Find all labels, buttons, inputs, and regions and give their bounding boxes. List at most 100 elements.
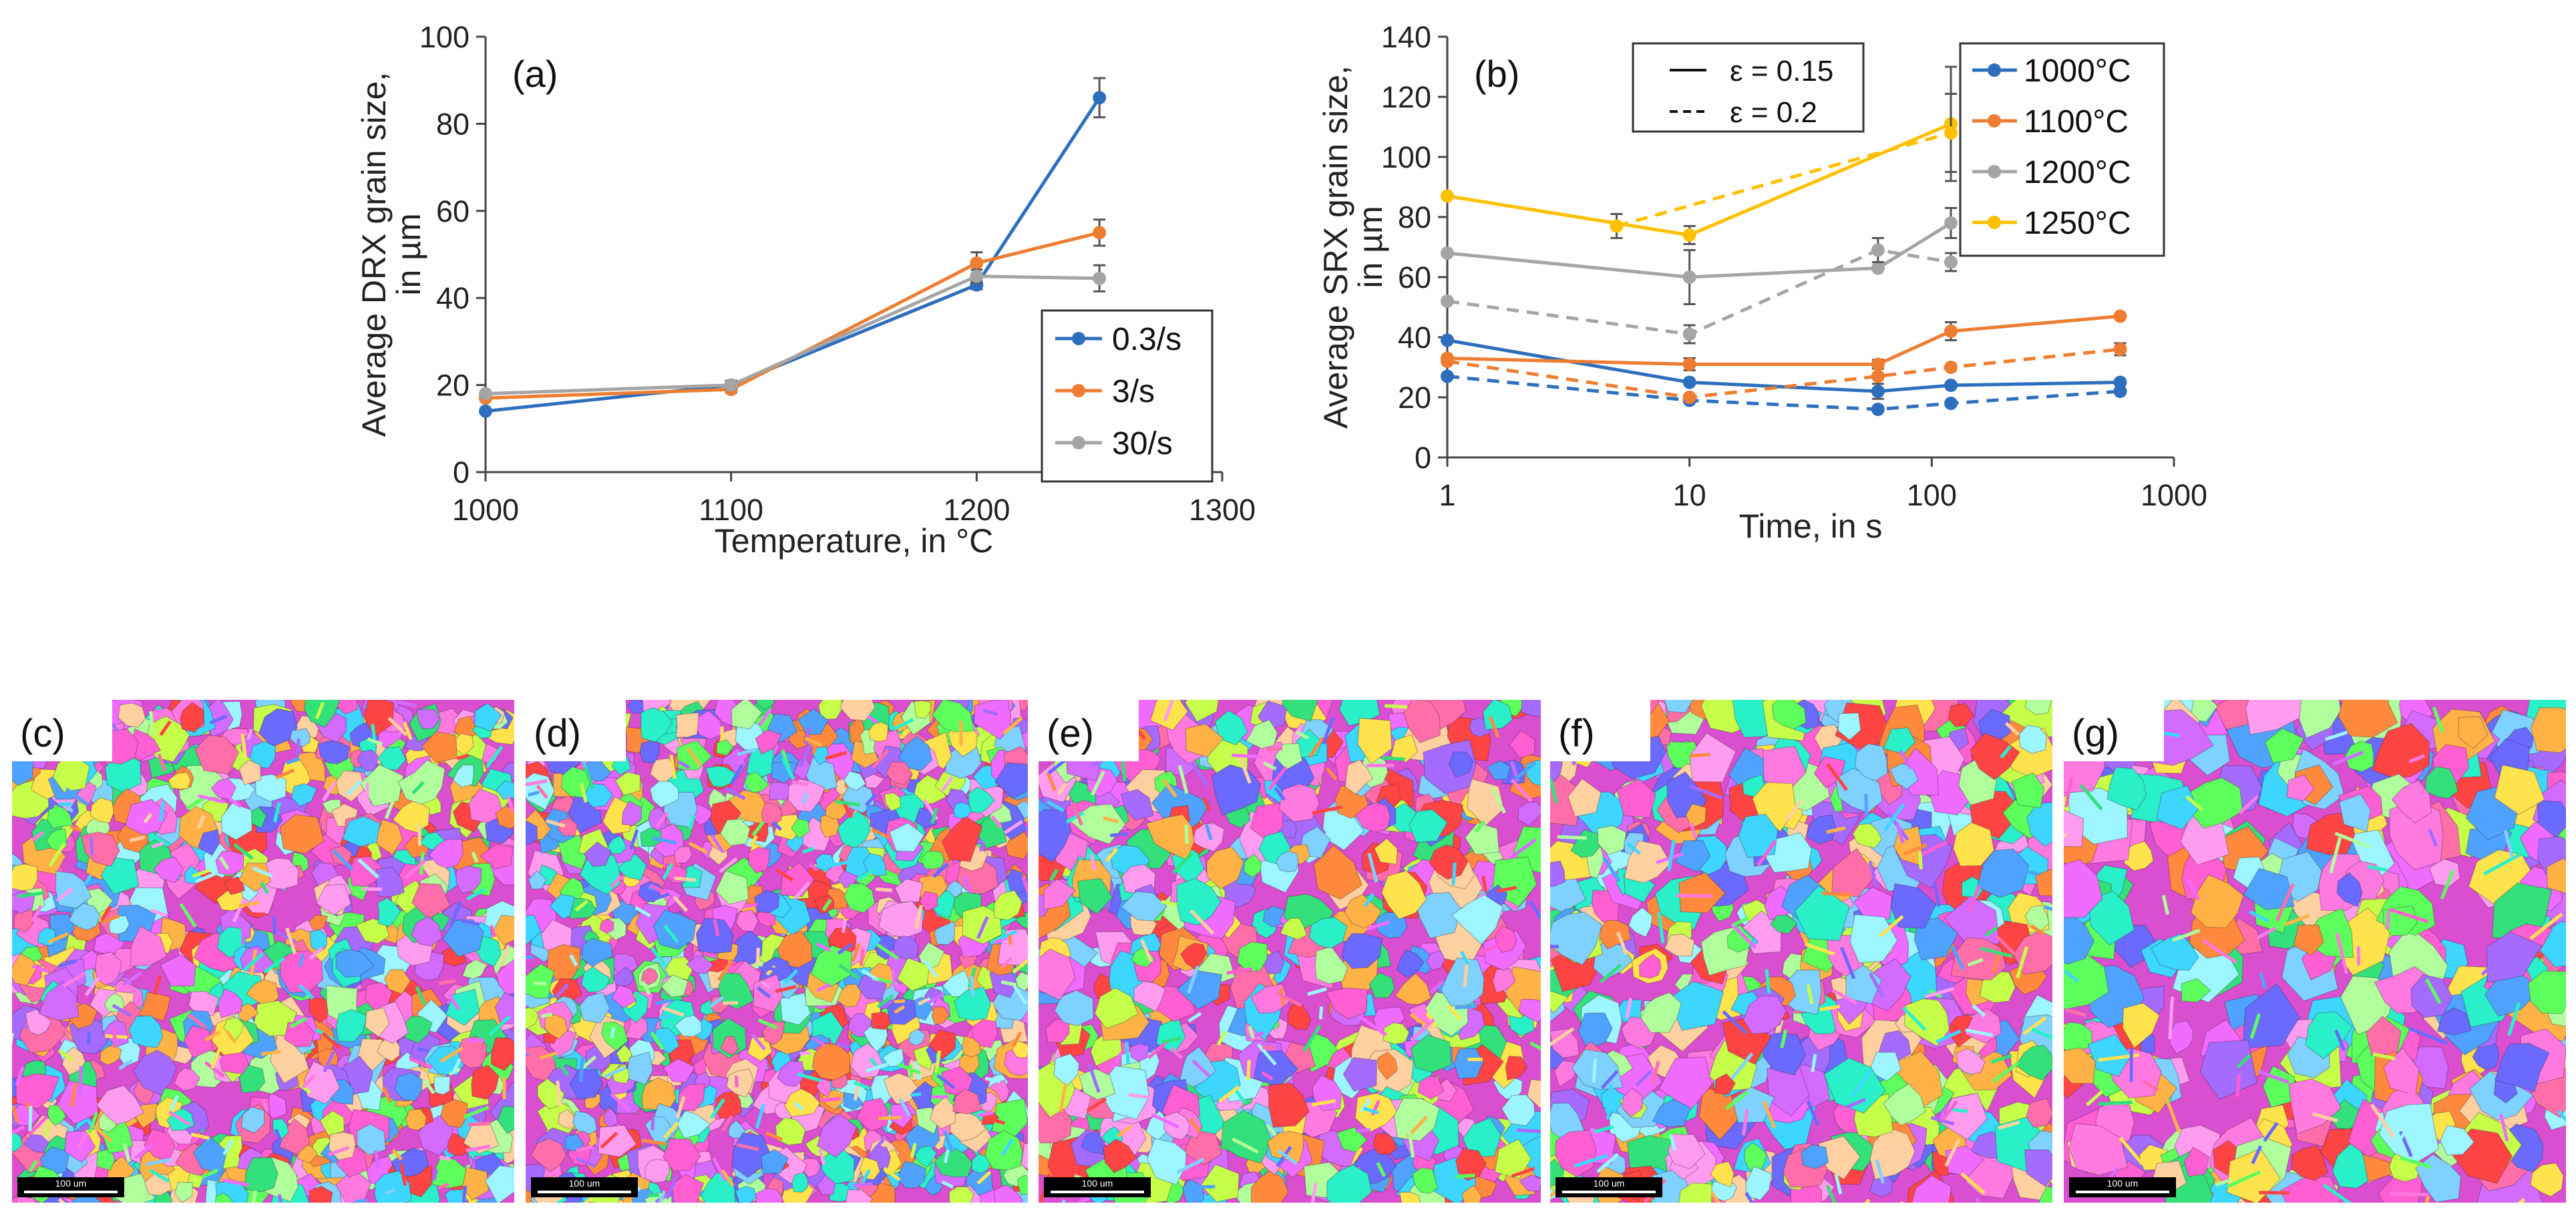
grain: [194, 735, 240, 775]
twin-boundary: [749, 835, 758, 847]
data-point: [1682, 228, 1696, 242]
grain: [421, 731, 458, 763]
twin-boundary: [775, 984, 797, 994]
grain: [1852, 823, 1883, 849]
grain: [919, 891, 938, 912]
grain: [844, 883, 876, 914]
grain: [2336, 872, 2363, 907]
grain: [2486, 931, 2543, 984]
grain: [1664, 700, 1694, 713]
twin-boundary: [1360, 1098, 1371, 1112]
grain: [1911, 1175, 1952, 1203]
twin-boundary: [1262, 761, 1277, 771]
grain: [441, 919, 484, 958]
grain: [2026, 1098, 2052, 1129]
twin-boundary: [1992, 1062, 2019, 1083]
twin-boundary: [830, 860, 850, 868]
grain: [12, 753, 34, 786]
twin-boundary: [1429, 980, 1445, 994]
grain: [1314, 946, 1348, 984]
grain: [1805, 814, 1836, 845]
twin-boundary: [409, 1057, 433, 1070]
grain: [174, 1067, 200, 1091]
grain: [815, 1078, 832, 1098]
grain: [1053, 1053, 1080, 1087]
grain: [1883, 727, 1916, 755]
grain: [662, 1058, 696, 1083]
twin-boundary: [1000, 956, 1013, 968]
grain: [215, 850, 244, 876]
twin-boundary: [1992, 951, 2001, 973]
grain: [580, 966, 610, 993]
series-line: [1447, 375, 2121, 411]
grain: [777, 930, 813, 968]
twin-boundary: [797, 1072, 821, 1082]
twin-boundary: [663, 924, 679, 944]
grain: [1275, 850, 1299, 873]
panel-label: (b): [1474, 53, 1519, 95]
twin-boundary: [468, 1121, 490, 1127]
twin-boundary: [2161, 895, 2169, 915]
twin-boundary: [1188, 1117, 1202, 1133]
grain: [569, 1068, 604, 1100]
grain: [1849, 914, 1898, 964]
twin-boundary: [661, 1006, 685, 1017]
grain: [546, 944, 581, 981]
twin-boundary: [222, 1139, 234, 1156]
twin-boundary: [1245, 1031, 1264, 1040]
grain: [755, 700, 775, 711]
grain: [674, 1014, 703, 1037]
twin-boundary: [367, 737, 383, 746]
grain: [2024, 1149, 2052, 1187]
twin-boundary: [2370, 1103, 2395, 1138]
grain: [614, 771, 641, 796]
grain: [2424, 766, 2458, 799]
twin-boundary: [31, 905, 43, 922]
twin-boundary: [1625, 998, 1633, 1019]
data-point: [1441, 369, 1454, 383]
scale-bar-box: [17, 1177, 124, 1197]
twin-boundary: [734, 1076, 739, 1088]
panel-label: (c): [20, 712, 65, 755]
panel-label: (f): [1558, 712, 1595, 755]
twin-boundary: [552, 1054, 570, 1076]
twin-boundary: [332, 849, 353, 871]
twin-boundary: [2031, 1028, 2052, 1040]
grain: [2024, 700, 2052, 716]
grain: [1399, 1191, 1421, 1203]
grain: [779, 992, 811, 1026]
grain: [1015, 971, 1028, 992]
grain: [1185, 723, 1224, 758]
chart-b: 0 20 40 60 80 100 120 140 1 10 100 1000 Time, in s Av…: [1317, 20, 2207, 545]
twin-boundary: [2557, 1109, 2566, 1123]
twin-boundary: [743, 902, 758, 909]
data-point: [479, 404, 492, 418]
twin-boundary: [1121, 759, 1127, 782]
twin-boundary: [737, 753, 747, 766]
grain: [365, 1007, 390, 1038]
twin-boundary: [874, 1139, 885, 1150]
twin-boundary: [2185, 795, 2203, 811]
data-point: [1682, 327, 1696, 341]
twin-boundary: [1191, 1059, 1210, 1078]
twin-boundary: [866, 715, 879, 725]
twin-boundary: [2004, 722, 2020, 737]
twin-boundary: [1528, 899, 1541, 920]
twin-boundary: [228, 797, 242, 808]
grain: [719, 819, 751, 847]
twin-boundary: [296, 739, 301, 758]
grain: [457, 1036, 488, 1069]
grain: [728, 1119, 747, 1139]
y-tick-label: 120: [1381, 80, 1431, 114]
grain: [944, 745, 982, 779]
grain: [1287, 1004, 1312, 1030]
data-point: [1944, 255, 1958, 269]
twin-boundary: [1933, 883, 1941, 907]
grain: [1045, 1018, 1070, 1043]
grain: [128, 1015, 164, 1048]
grain: [2458, 716, 2489, 749]
twin-boundary: [686, 747, 702, 767]
twin-boundary: [432, 1168, 438, 1181]
twin-boundary: [799, 1051, 811, 1056]
twin-boundary: [277, 1194, 283, 1203]
